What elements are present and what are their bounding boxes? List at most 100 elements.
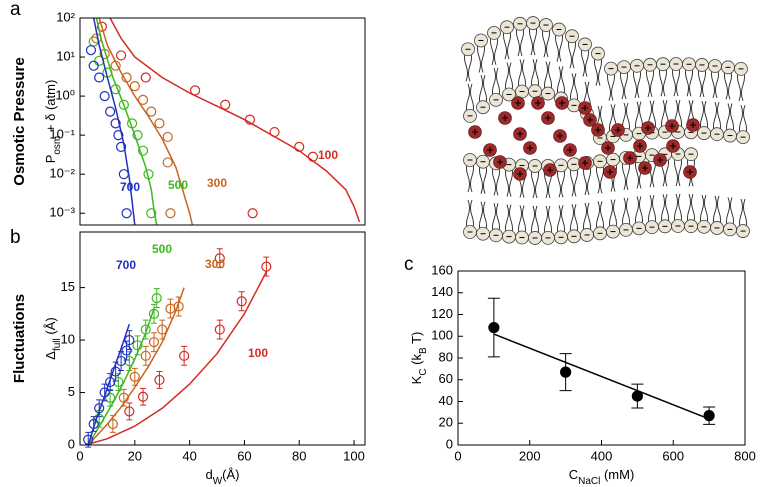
data-point: [129, 81, 140, 92]
fit-line: [85, 271, 267, 445]
x-tick-label: 600: [662, 448, 684, 463]
data-point: [110, 60, 121, 71]
data-point: [124, 406, 135, 417]
error-bar: [238, 291, 245, 312]
data-point: [126, 118, 138, 129]
axis-label: KC (kB T): [409, 332, 429, 385]
x-tick-label: 80: [292, 448, 306, 463]
data-point: [105, 106, 116, 117]
x-tick-label: 0: [454, 448, 461, 463]
axis-label-part: d: [205, 467, 212, 482]
data-point: [116, 355, 127, 367]
y-tick-label: 10⁻¹: [49, 127, 75, 142]
axis-label-part: + δ (atm): [43, 80, 58, 136]
y-tick-label: 10⁻²: [49, 166, 75, 181]
axis-label: Δfull (Å): [43, 317, 63, 359]
error-bar: [175, 296, 182, 317]
plus-sign: [559, 100, 565, 106]
panel-letter: b: [10, 227, 21, 248]
plus-sign: [515, 100, 521, 106]
series-label: 100: [248, 346, 268, 360]
error-bar: [156, 371, 163, 389]
series-label: 300: [205, 257, 225, 271]
error-bar: [112, 361, 119, 382]
x-tick-label: 400: [591, 448, 613, 463]
data-point: [269, 126, 280, 138]
plus-sign: [669, 123, 675, 129]
data-point: [148, 308, 160, 319]
data-point: [110, 118, 121, 129]
axis-label: dW(Å): [205, 467, 239, 487]
error-bar: [118, 351, 125, 372]
axis-label-subscript: osm: [52, 136, 63, 155]
error-bar: [263, 256, 270, 277]
fit-line: [95, 18, 158, 225]
data-point: [124, 334, 135, 346]
data-point: [105, 376, 116, 388]
y-tick-label: 80: [439, 349, 453, 364]
plus-sign: [657, 157, 663, 163]
plus-sign: [582, 160, 588, 166]
data-point: [132, 130, 143, 141]
plot-frame: [79, 17, 366, 226]
data-point: [121, 72, 132, 83]
membrane-diagram: [461, 16, 750, 245]
side-label: Fluctuations: [11, 294, 28, 383]
plus-sign: [517, 131, 523, 137]
data-point: [162, 131, 173, 143]
y-tick-label: 10⁰: [55, 88, 75, 103]
x-tick-label: 0: [76, 448, 83, 463]
data-point: [118, 392, 129, 403]
x-tick-label: 60: [237, 448, 251, 463]
axis-label-subscript: W: [213, 476, 223, 487]
error-bar: [126, 330, 133, 351]
axis-label: CNaCl (mM): [569, 467, 635, 487]
y-tick-label: 120: [431, 306, 453, 321]
data-point: [116, 141, 127, 153]
data-point: [165, 208, 176, 219]
plus-sign: [547, 167, 553, 173]
error-bar: [142, 319, 149, 340]
error-bar: [126, 402, 133, 421]
error-bar: [150, 332, 157, 353]
data-point: [236, 296, 247, 307]
axis-label-part: (Å): [222, 467, 239, 482]
plus-sign: [645, 125, 651, 131]
data-point: [247, 208, 258, 219]
plus-sign: [670, 143, 676, 149]
plot-frame: [457, 270, 746, 446]
plus-sign: [582, 105, 588, 111]
axis-label-part: (mM): [600, 467, 634, 482]
fit-line: [109, 18, 361, 223]
error-bar: [96, 399, 103, 418]
plus-sign: [545, 115, 551, 121]
y-tick-label: 10¹: [56, 48, 75, 63]
plus-sign: [487, 147, 493, 153]
data-point: [96, 21, 108, 32]
series-label: 700: [116, 258, 136, 272]
data-point: [83, 434, 94, 445]
data-point: [88, 418, 99, 430]
axis-label-part: T): [409, 332, 424, 348]
axis-label-part: C: [569, 467, 578, 482]
error-bar: [159, 319, 166, 340]
y-tick-label: 100: [431, 328, 453, 343]
plus-sign: [527, 145, 533, 151]
axis-label-part: (Å): [43, 317, 58, 338]
plus-sign: [567, 147, 573, 153]
plus-sign: [535, 100, 541, 106]
error-bar: [120, 388, 127, 407]
y-tick-label: 10⁻³: [49, 205, 75, 220]
data-point: [121, 345, 132, 356]
error-bar: [216, 319, 223, 340]
error-bar: [107, 373, 114, 391]
plus-sign: [607, 169, 613, 175]
y-tick-label: 5: [68, 384, 75, 399]
error-bar: [181, 345, 188, 366]
x-tick-label: 100: [343, 448, 365, 463]
plus-sign: [637, 143, 643, 149]
y-tick-label: 15: [61, 279, 75, 294]
data-point: [179, 350, 190, 361]
data-point: [129, 371, 140, 382]
